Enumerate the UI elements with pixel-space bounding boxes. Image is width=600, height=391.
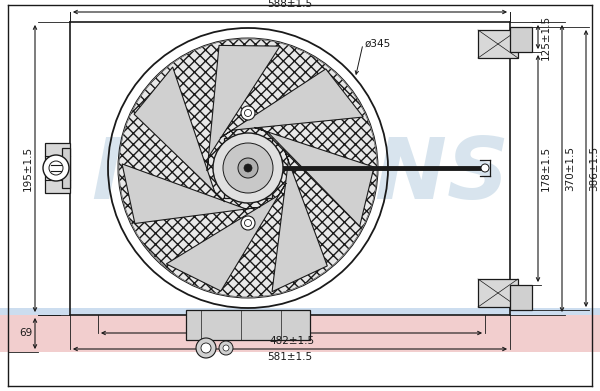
- Polygon shape: [272, 147, 327, 292]
- Bar: [510, 27, 532, 52]
- Circle shape: [119, 39, 377, 297]
- Circle shape: [481, 164, 489, 172]
- Text: 178±1.5: 178±1.5: [541, 146, 551, 191]
- Circle shape: [49, 161, 63, 175]
- Text: 588±1.5: 588±1.5: [268, 0, 313, 9]
- Circle shape: [43, 155, 69, 181]
- Circle shape: [223, 143, 273, 193]
- Circle shape: [238, 158, 258, 178]
- Bar: [224, 138, 272, 198]
- Circle shape: [196, 338, 216, 358]
- Bar: [510, 285, 532, 310]
- Circle shape: [244, 164, 252, 172]
- Bar: [186, 310, 310, 340]
- Circle shape: [245, 219, 251, 226]
- Circle shape: [241, 106, 255, 120]
- Text: 482±1.5: 482±1.5: [269, 336, 314, 346]
- Text: 370±1.5: 370±1.5: [565, 146, 575, 191]
- Polygon shape: [134, 67, 225, 202]
- Circle shape: [223, 345, 229, 351]
- Circle shape: [201, 343, 211, 353]
- Bar: [0, 315, 600, 352]
- Text: 125±1.5: 125±1.5: [541, 14, 551, 59]
- Polygon shape: [254, 127, 374, 226]
- Polygon shape: [220, 69, 363, 138]
- Bar: [0, 308, 600, 315]
- Circle shape: [213, 133, 283, 203]
- Polygon shape: [166, 183, 286, 291]
- Text: 386±1.5: 386±1.5: [589, 146, 599, 191]
- Text: 69: 69: [20, 328, 33, 339]
- Bar: [62, 148, 70, 188]
- Text: 581±1.5: 581±1.5: [268, 352, 313, 362]
- Bar: [478, 30, 518, 58]
- Text: 195±1.5: 195±1.5: [23, 146, 33, 191]
- Text: NISSENS: NISSENS: [91, 133, 509, 217]
- Bar: [478, 279, 518, 307]
- Circle shape: [219, 341, 233, 355]
- Circle shape: [241, 216, 255, 230]
- Circle shape: [245, 109, 251, 117]
- Text: ø345: ø345: [365, 39, 391, 49]
- Polygon shape: [207, 45, 280, 171]
- Polygon shape: [122, 164, 260, 224]
- Bar: [45, 143, 70, 193]
